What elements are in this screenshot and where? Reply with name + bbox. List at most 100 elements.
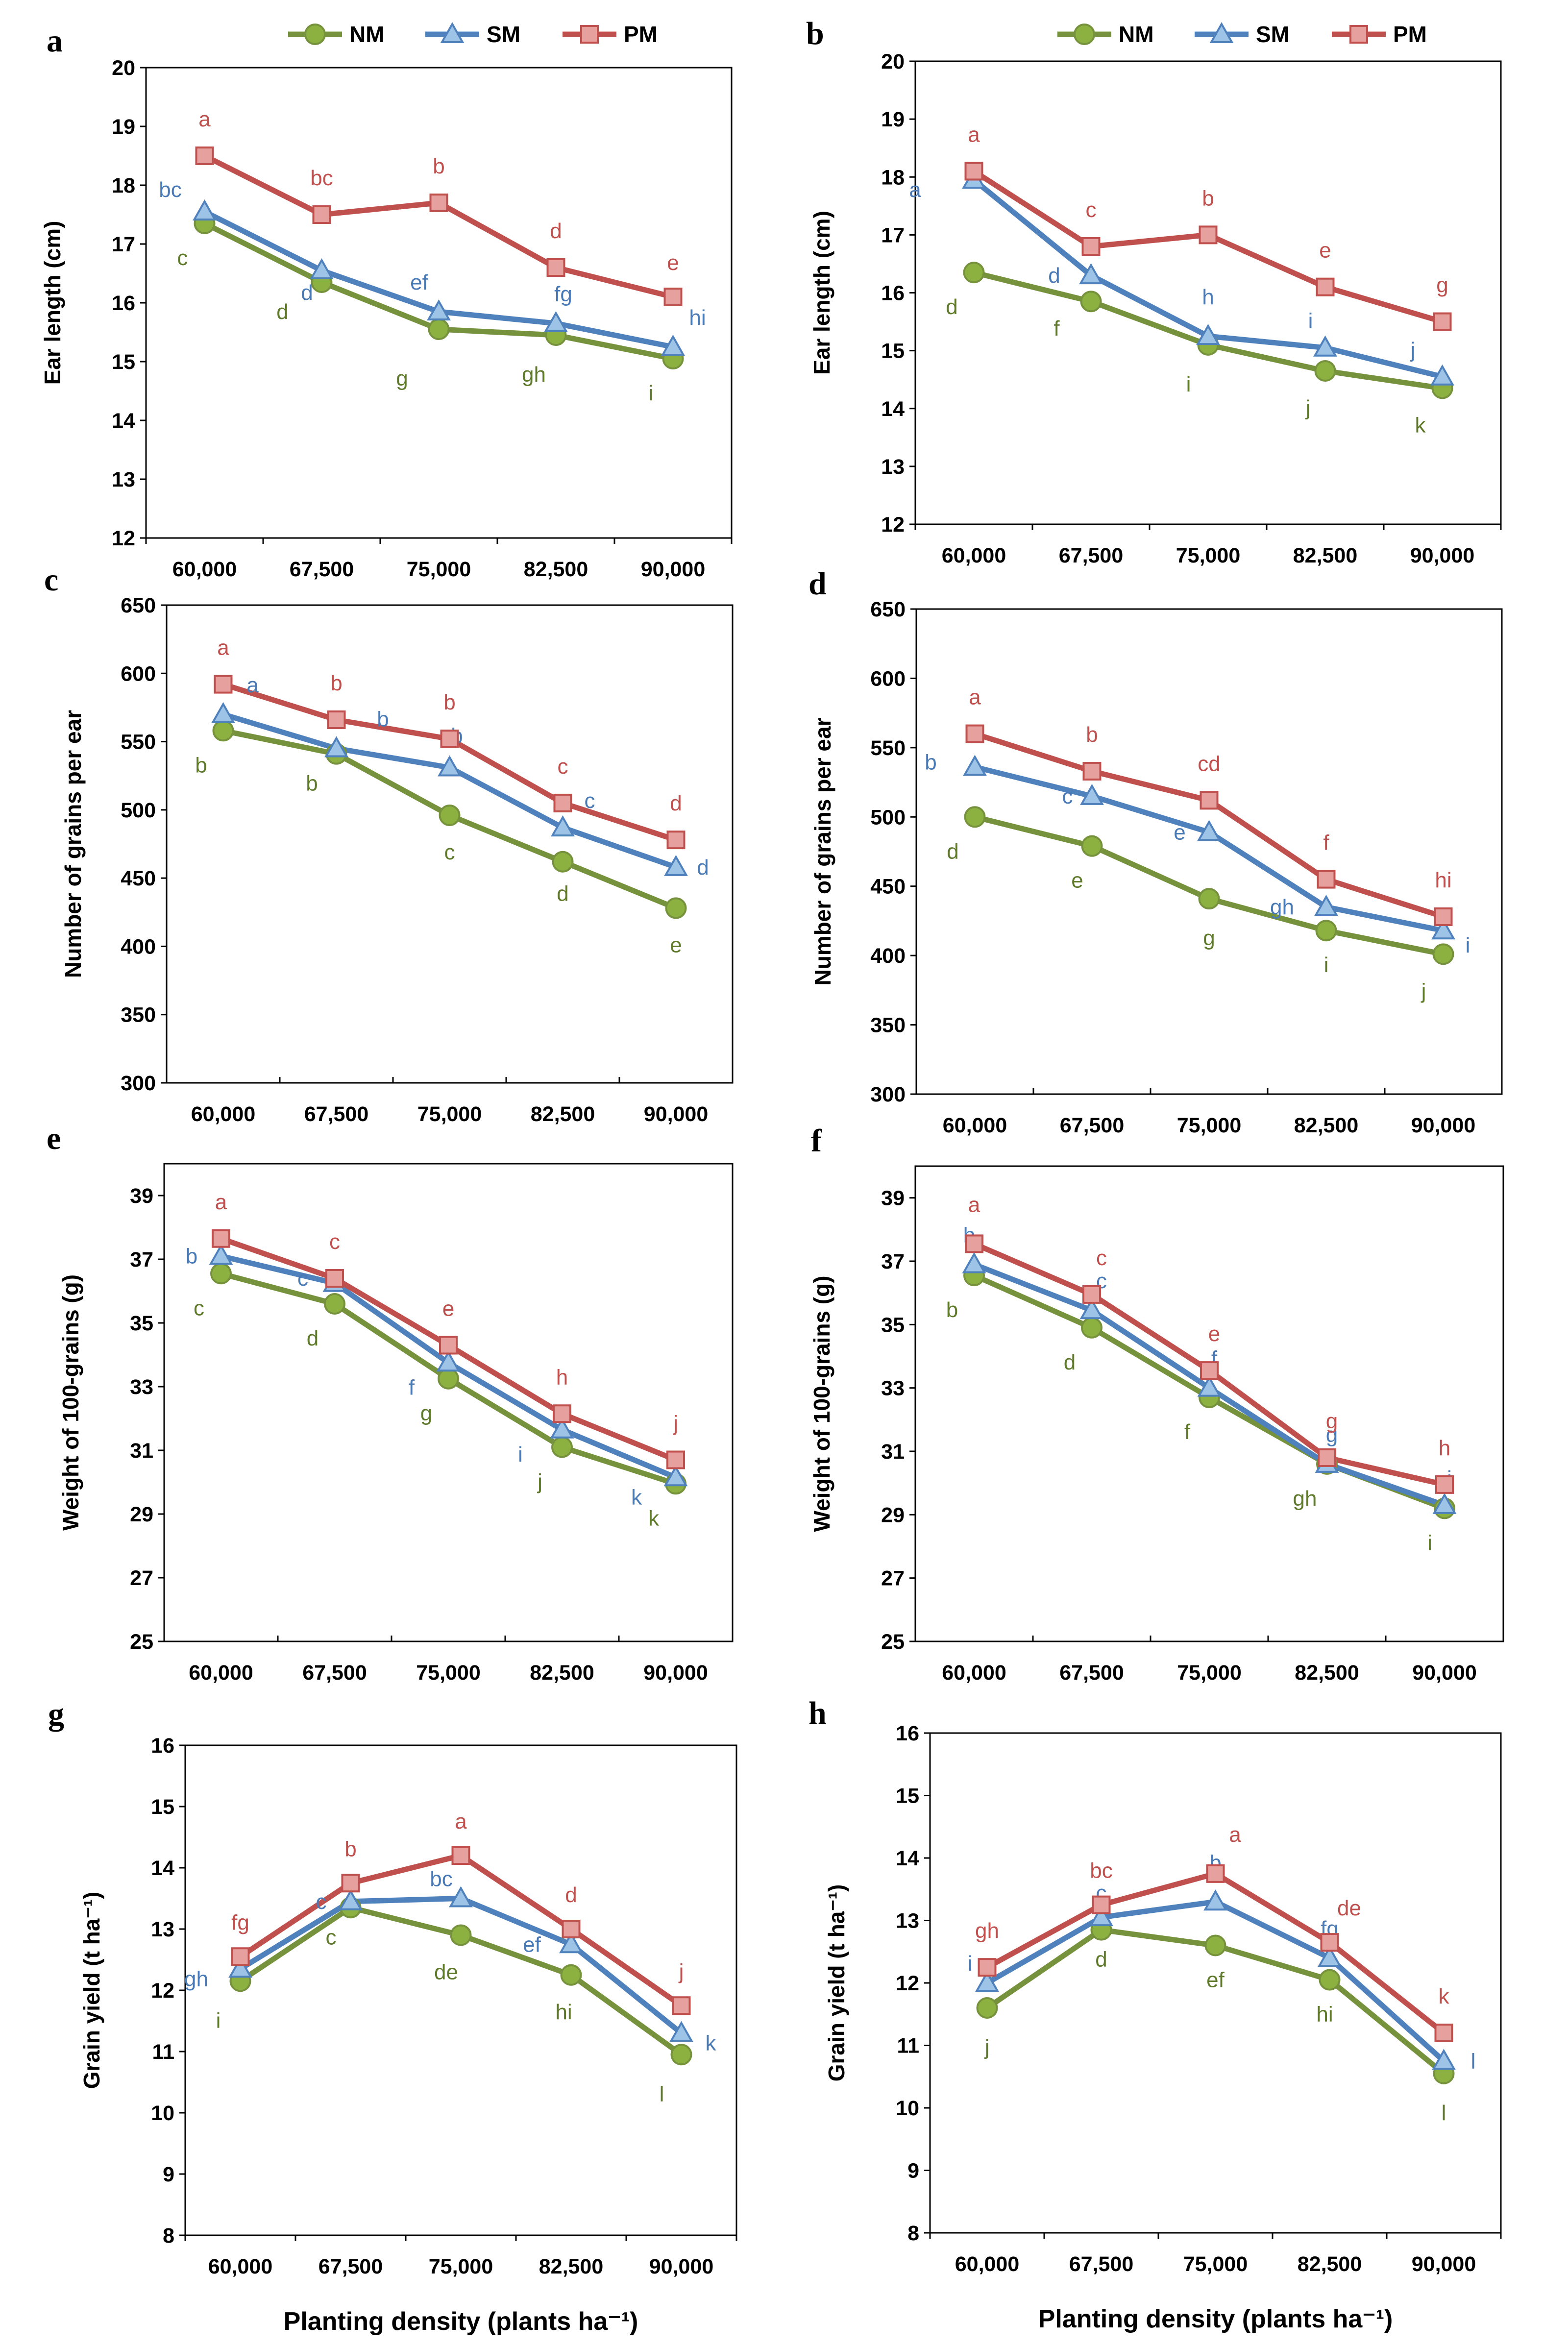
panel-label-b: b xyxy=(806,16,824,51)
y-tick-label: 8 xyxy=(163,2224,174,2248)
point-PM xyxy=(1320,1933,1339,1952)
point-PM xyxy=(327,710,346,729)
point-PM xyxy=(312,205,331,224)
point-PM xyxy=(439,1336,458,1355)
data-label-SM: i xyxy=(1308,309,1313,333)
data-label-NM: j xyxy=(537,1470,542,1494)
point-NM xyxy=(665,897,687,919)
point-PM xyxy=(553,793,572,812)
x-tick-label: 75,000 xyxy=(1177,1114,1242,1137)
point-NM xyxy=(439,805,461,826)
legend-item-SM: SM xyxy=(425,22,520,47)
y-tick-label: 11 xyxy=(152,2040,174,2064)
point-PM xyxy=(1433,312,1452,331)
point-PM xyxy=(553,1404,571,1423)
data-label-PM: b xyxy=(433,154,444,178)
x-tick-label: 75,000 xyxy=(416,1661,481,1685)
point-SM xyxy=(1314,895,1338,916)
y-tick-label: 17 xyxy=(881,223,905,247)
point-PM xyxy=(1435,1475,1454,1494)
point-NM xyxy=(560,1964,582,1986)
point-NM xyxy=(552,851,574,873)
data-label-PM: a xyxy=(968,1193,980,1217)
y-tick-label: 35 xyxy=(881,1313,905,1337)
y-tick-label: 29 xyxy=(130,1503,153,1526)
data-label-NM: i xyxy=(1427,1531,1432,1555)
legend-marker xyxy=(1074,24,1095,45)
point-NM xyxy=(428,318,450,340)
point-SM xyxy=(427,299,451,320)
point-NM xyxy=(1198,888,1220,910)
point-SM xyxy=(663,1465,688,1487)
y-tick-label: 400 xyxy=(121,935,156,958)
point-PM xyxy=(1317,870,1336,889)
data-label-SM: gh xyxy=(184,1967,208,1991)
data-label-NM: k xyxy=(648,1506,660,1530)
x-tick-label: 67,500 xyxy=(1060,1114,1125,1137)
point-SM xyxy=(436,1350,461,1372)
point-SM xyxy=(1196,324,1220,345)
y-tick-label: 15 xyxy=(896,1785,919,1808)
x-tick-label: 67,500 xyxy=(1059,1661,1124,1685)
y-tick-label: 14 xyxy=(881,397,905,421)
panel-c: c 300 350 400 450 500 550 600 650 60,000 67,500 75,… xyxy=(44,562,734,1126)
point-PM xyxy=(666,831,686,850)
y-tick-label: 18 xyxy=(881,166,905,189)
data-label-NM: d xyxy=(946,295,957,319)
y-tick-label: 600 xyxy=(870,667,906,690)
y-axis-label: Weight of 100-grains (g) xyxy=(58,1274,83,1531)
data-label-SM: b xyxy=(377,708,389,732)
x-tick-label: 82,500 xyxy=(1298,2252,1362,2276)
x-tick-label: 67,500 xyxy=(290,558,354,581)
data-label-PM: a xyxy=(968,122,980,147)
point-SM xyxy=(449,1886,473,1907)
legend-label: PM xyxy=(1393,22,1427,47)
data-label-SM: ef xyxy=(523,1932,541,1956)
data-label-PM: e xyxy=(1208,1322,1220,1346)
legend-label: SM xyxy=(1256,22,1290,47)
x-tick-label: 90,000 xyxy=(1412,1661,1477,1685)
data-label-PM: de xyxy=(1337,1896,1361,1920)
legend-marker xyxy=(580,25,599,44)
data-label-SM: bc xyxy=(159,178,181,202)
data-label-PM: a xyxy=(215,1190,227,1214)
y-tick-label: 450 xyxy=(870,875,906,899)
data-label-PM: d xyxy=(565,1883,577,1907)
panel-label-d: d xyxy=(808,566,827,602)
panel-label-e: e xyxy=(47,1121,61,1156)
y-tick-label: 11 xyxy=(897,2034,919,2058)
point-NM xyxy=(670,2044,692,2066)
y-tick-label: 19 xyxy=(881,108,905,131)
x-tick-label: 75,000 xyxy=(1177,1661,1242,1685)
x-tick-label: 67,500 xyxy=(318,2255,383,2278)
point-SM xyxy=(1197,820,1221,841)
point-PM xyxy=(978,1958,997,1977)
x-tick-label: 90,000 xyxy=(1411,1114,1476,1137)
data-label-PM: j xyxy=(672,1412,678,1436)
x-tick-label: 82,500 xyxy=(524,558,588,581)
legend-item-SM: SM xyxy=(1195,22,1290,47)
point-SM xyxy=(228,1956,252,1978)
y-tick-label: 10 xyxy=(151,2102,174,2125)
y-axis-label: Number of grains per ear xyxy=(60,710,86,978)
point-PM xyxy=(195,147,214,165)
point-PM xyxy=(341,1874,360,1893)
data-label-SM: a xyxy=(909,178,921,202)
y-axis-label: Grain yield (t ha⁻¹) xyxy=(824,1884,849,2082)
data-label-PM: bc xyxy=(1090,1859,1112,1883)
y-tick-label: 29 xyxy=(881,1503,905,1527)
data-label-NM: g xyxy=(396,367,408,391)
point-SM xyxy=(1432,1492,1457,1514)
panel-label-g: g xyxy=(48,1696,64,1732)
point-SM xyxy=(1203,1889,1227,1911)
data-label-PM: e xyxy=(667,251,679,275)
y-tick-label: 35 xyxy=(130,1312,153,1335)
x-tick-label: 60,000 xyxy=(208,2255,273,2278)
plot-frame xyxy=(914,1165,1504,1642)
point-PM xyxy=(214,675,233,694)
panel-e: e 25 27 29 31 33 35 37 39 60,000 67,500 75,000 82,50… xyxy=(47,1121,734,1685)
data-label-NM: b xyxy=(195,753,207,777)
point-SM xyxy=(544,311,568,332)
point-PM xyxy=(965,724,984,743)
data-label-NM: j xyxy=(1305,396,1311,420)
